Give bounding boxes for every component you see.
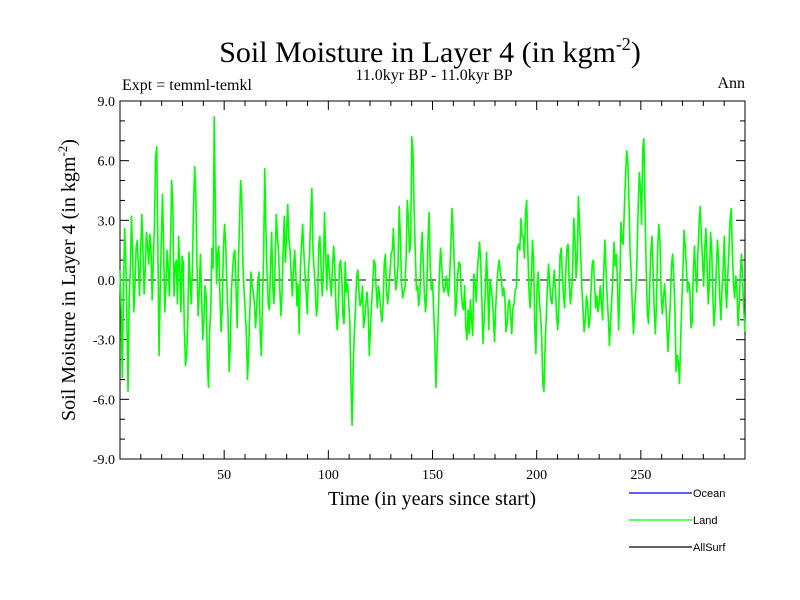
y-tick-label: 6.0 bbox=[98, 155, 116, 170]
legend: Ocean Land AllSurf bbox=[629, 488, 726, 554]
legend-allsurf-label: AllSurf bbox=[693, 542, 726, 554]
y-tick-label: -3.0 bbox=[93, 334, 115, 349]
y-tick-label: -9.0 bbox=[93, 453, 115, 468]
legend-ocean-label: Ocean bbox=[693, 488, 725, 500]
chart-title: Soil Moisture in Layer 4 (in kgm-2) bbox=[219, 34, 641, 69]
x-tick-label: 100 bbox=[318, 468, 339, 483]
y-tick-label: 9.0 bbox=[98, 95, 116, 110]
x-axis-label: Time (in years since start) bbox=[328, 488, 536, 510]
axis-tick-labels: 50 100 150 200 250 -9.0 -6.0 -3.0 0.0 3.0 6.0 9.0 bbox=[93, 95, 652, 483]
x-tick-label: 50 bbox=[217, 468, 231, 483]
x-tick-label: 250 bbox=[630, 468, 651, 483]
land-series-line bbox=[119, 116, 746, 426]
experiment-label: Expt = temml-temkl bbox=[122, 77, 252, 94]
y-axis-label: Soil Moisture in Layer 4 (in kgm-2) bbox=[55, 139, 80, 421]
y-tick-label: 3.0 bbox=[98, 214, 116, 229]
y-tick-label: -6.0 bbox=[93, 393, 115, 408]
x-tick-label: 150 bbox=[422, 468, 443, 483]
y-tick-label: 0.0 bbox=[98, 274, 116, 289]
season-label: Ann bbox=[717, 75, 745, 92]
legend-land-label: Land bbox=[693, 515, 717, 527]
x-tick-label: 200 bbox=[526, 468, 547, 483]
chart-subtitle: 11.0kyr BP - 11.0kyr BP bbox=[355, 67, 512, 84]
